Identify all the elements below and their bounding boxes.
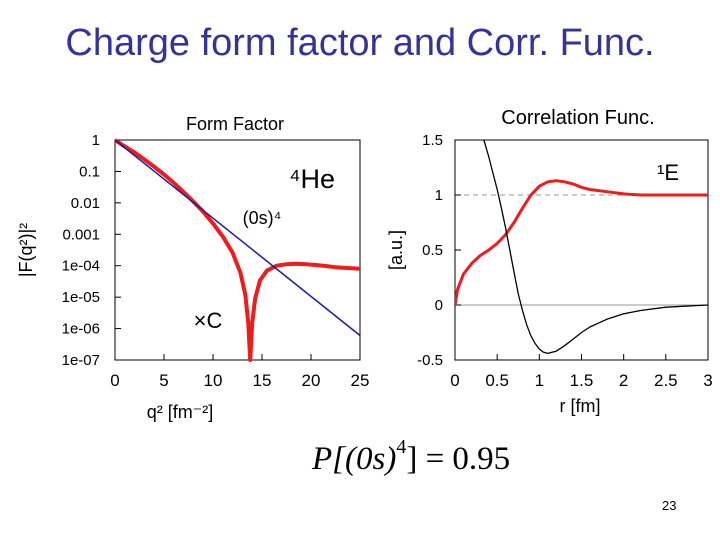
cf-ylabel: [a.u.] xyxy=(386,230,406,270)
ff-ytick-label: 1e-05 xyxy=(62,289,100,306)
cf-xtick-label: 0 xyxy=(450,371,459,390)
ff-ylabel: |F(q²)|² xyxy=(16,223,36,277)
cf-ytick-label: 0.5 xyxy=(422,242,443,259)
ff-ytick-label: 1e-06 xyxy=(62,321,100,338)
formula-lhs: P[(0s) xyxy=(312,441,397,477)
cf-xtick-label: 0.5 xyxy=(485,371,509,390)
cf-ytick-label: 1.5 xyxy=(422,132,443,149)
ff-xtick-label: 25 xyxy=(351,371,370,390)
ff-series-red xyxy=(113,138,361,362)
cf-ytick-label: -0.5 xyxy=(417,352,443,369)
ff-annotation-0s4: (0s)⁴ xyxy=(243,208,282,228)
cf-series-black xyxy=(483,140,708,355)
ff-ytick-label: 1e-07 xyxy=(62,352,100,369)
cf-series-red xyxy=(455,179,708,306)
cf-xtick-label: 2.5 xyxy=(654,371,678,390)
cf-xlabel: r [fm] xyxy=(560,396,601,416)
cf-title: Correlation Func. xyxy=(501,107,654,129)
formula-exponent: 4 xyxy=(396,436,407,458)
cf-annotation-1e: ¹E xyxy=(657,160,679,185)
cf-xtick-label: 3 xyxy=(703,371,712,390)
cf-ytick-label: 1 xyxy=(435,187,443,204)
page-number: 23 xyxy=(662,498,677,513)
ff-title: Form Factor xyxy=(186,114,284,134)
cf-xtick-label: 2 xyxy=(619,371,628,390)
ff-annotation-he: ⁴He xyxy=(289,164,335,194)
cf-xtick-label: 1 xyxy=(535,371,544,390)
ff-xtick-label: 15 xyxy=(253,371,272,390)
ff-ytick-label: 0.1 xyxy=(79,163,100,180)
ff-ytick-label: 1e-04 xyxy=(62,258,100,275)
ff-frame xyxy=(114,139,361,361)
ff-xtick-label: 10 xyxy=(204,371,223,390)
ff-ytick-label: 0.001 xyxy=(62,226,100,243)
slide-title: Charge form factor and Corr. Func. xyxy=(65,22,655,64)
ff-xlabel: q² [fm⁻²] xyxy=(147,402,214,422)
ff-xtick-label: 5 xyxy=(159,371,168,390)
ff-xtick-label: 20 xyxy=(302,371,321,390)
ff-ytick-label: 1 xyxy=(92,132,100,149)
ff-series-blue xyxy=(114,139,361,337)
ff-ytick-label: 0.01 xyxy=(71,195,100,212)
ff-annotation-c: ×C xyxy=(194,308,223,333)
formula: P[(0s)4] = 0.95 xyxy=(312,436,511,478)
ff-xtick-label: 0 xyxy=(110,371,119,390)
formula-rhs: ] = 0.95 xyxy=(406,441,511,477)
cf-xtick-label: 1.5 xyxy=(570,371,594,390)
cf-ytick-label: 0 xyxy=(435,297,443,314)
